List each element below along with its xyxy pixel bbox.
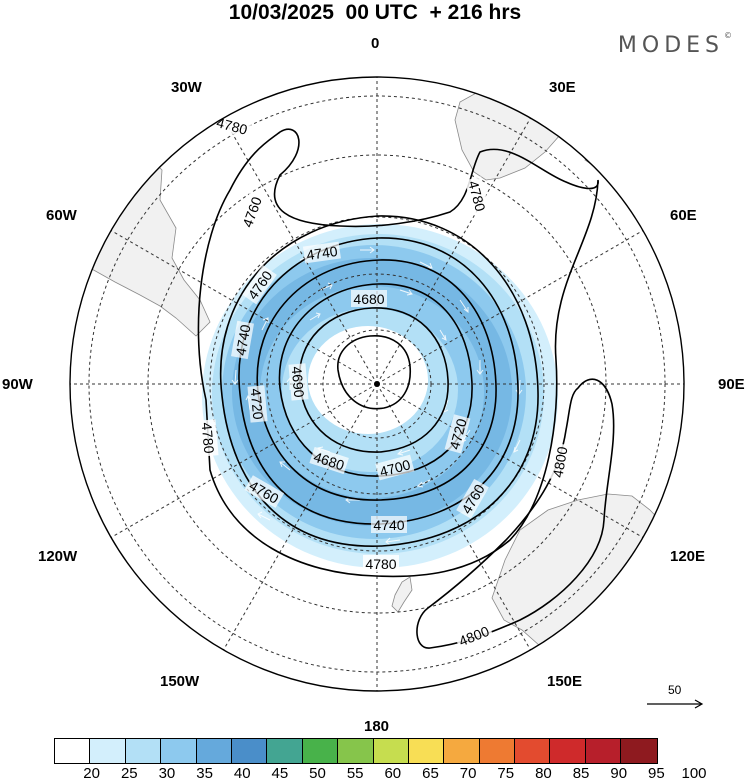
contour-label: 4740 — [373, 517, 404, 533]
colorbar-swatch — [373, 739, 409, 763]
africa-east-land — [584, 144, 684, 189]
meridian-label-90e: 90E — [718, 376, 745, 393]
colorbar-tick-label: 65 — [422, 765, 439, 782]
colorbar-swatch — [196, 739, 232, 763]
contour-4720 — [256, 259, 497, 501]
colorbar-ticks: 20 25 30 35 40 45 50 55 60 65 70 75 80 85 90 95 100 — [54, 765, 706, 782]
brand-text: MODES — [617, 33, 724, 58]
colorbar-tick-label: 60 — [384, 765, 402, 782]
colorbar-swatch — [267, 739, 303, 763]
meridian-label-150e: 150E — [547, 673, 583, 690]
meridian-label-150w: 150W — [160, 673, 200, 690]
map-title: 10/03/2025 00 UTC + 216 hrs — [228, 1, 522, 24]
meridian-label-60w: 60W — [46, 207, 77, 224]
colorbar-swatch — [55, 739, 91, 763]
contour-4760 — [219, 215, 539, 547]
meridian-label-120e: 120E — [670, 548, 706, 565]
height-contours — [197, 128, 615, 649]
contour-label: 4680 — [353, 291, 384, 307]
map-boundary — [69, 76, 685, 692]
colorbar-tick-label: 25 — [120, 765, 138, 782]
brand-mark: © — [724, 31, 732, 40]
colorbar-tick-label: 85 — [572, 765, 590, 782]
colorbar-tick-label: 20 — [83, 765, 100, 782]
colorbar-tick-label: 95 — [648, 765, 665, 782]
south-pole-marker — [374, 381, 380, 387]
colorbar-swatch — [479, 739, 516, 763]
colorbar-swatch — [231, 739, 268, 763]
colorbar-tick-label: 35 — [196, 765, 213, 782]
meridian-label-30w: 30W — [171, 79, 202, 96]
contour-label: 4740 — [305, 243, 338, 263]
colorbar-swatch — [302, 739, 339, 763]
contour-label: 4800 — [457, 623, 492, 650]
contour-4680 — [337, 335, 411, 410]
colorbar-swatch — [585, 739, 622, 763]
new-zealand-land — [391, 576, 413, 613]
colorbar-swatch — [515, 739, 551, 763]
contour-4780 — [197, 128, 599, 578]
colorbar-swatch — [444, 739, 480, 763]
contour-4740 — [238, 237, 519, 525]
wind-speed-shading — [202, 224, 558, 568]
contour-label: 4720 — [248, 388, 267, 421]
meridian-label-90w: 90W — [2, 376, 33, 393]
contour-label: 4700 — [378, 456, 412, 480]
colorbar-tick-label: 50 — [309, 765, 326, 782]
meridian-label-120w: 120W — [38, 548, 78, 565]
colorbar-tick-label: 100 — [681, 765, 707, 782]
colorbar-swatch — [621, 739, 657, 763]
colorbar-swatch — [550, 739, 586, 763]
colorbar-swatch — [125, 739, 162, 763]
contour-label: 4800 — [549, 445, 570, 479]
colorbar-swatch — [338, 739, 374, 763]
contour-label: 4720 — [446, 417, 470, 451]
colorbar-tick-label: 70 — [459, 765, 477, 782]
contour-label: 4690 — [289, 366, 308, 399]
meridian-label-0: 0 — [371, 35, 380, 52]
wind-reference-label: 50 — [668, 683, 682, 697]
colorbar-tick-label: 55 — [346, 765, 364, 782]
brand-logo: MODES© — [617, 31, 732, 58]
colorbar-tick-label: 40 — [233, 765, 251, 782]
wind-speed-colorbar — [54, 738, 658, 764]
contour-label: 4780 — [215, 114, 249, 138]
contour-label: 4760 — [239, 194, 265, 229]
contour-label: 4780 — [199, 422, 218, 455]
contour-4800 — [416, 378, 615, 649]
colorbar-tick-label: 30 — [158, 765, 176, 782]
meridian-label-30e: 30E — [549, 79, 576, 96]
colorbar-swatch — [408, 739, 445, 763]
colorbar-tick-label: 75 — [497, 765, 515, 782]
meridian-label-60e: 60E — [670, 207, 697, 224]
contour-4690 — [298, 307, 449, 453]
wind-reference-arrow — [647, 699, 704, 709]
contour-label: 4780 — [465, 179, 489, 213]
colorbar-swatch — [90, 739, 126, 763]
colorbar-tick-label: 45 — [271, 765, 289, 782]
contour-label: 4740 — [232, 323, 253, 357]
contour-label: 4780 — [365, 556, 396, 572]
contour-label-layer: 4780 4780 4760 4740 4760 4680 4740 4690 … — [198, 112, 572, 651]
colorbar-swatch — [161, 739, 197, 763]
meridian-label-180: 180 — [364, 718, 390, 735]
colorbar-tick-label: 90 — [610, 765, 628, 782]
south-america-land — [70, 157, 211, 337]
colorbar-tick-label: 80 — [535, 765, 552, 782]
africa-land — [454, 87, 561, 181]
